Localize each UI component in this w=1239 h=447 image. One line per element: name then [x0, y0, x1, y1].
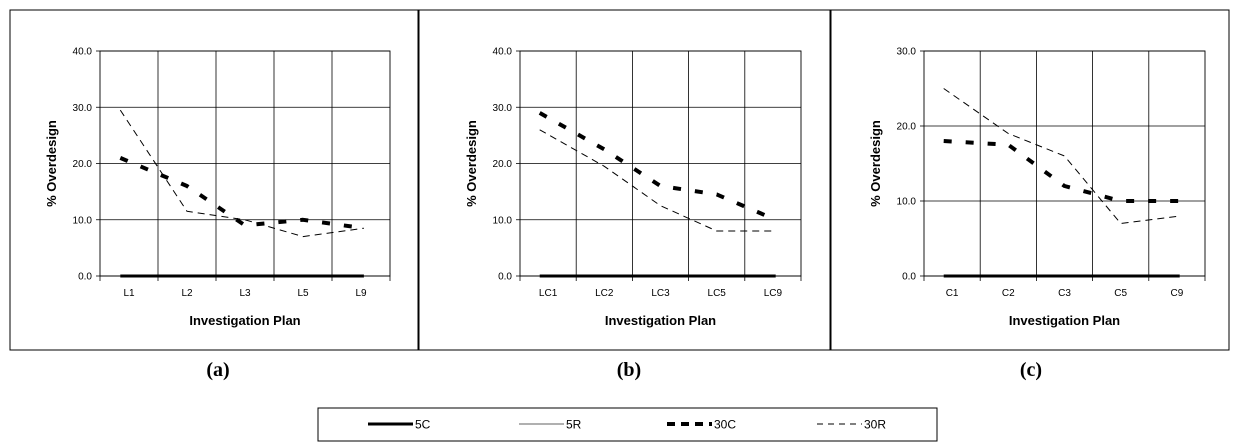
chart-panel-b: 0.0 10.0 20.0 30.0 40.0 LC1 LC2 LC3 LC5 LC9 Invest… — [418, 9, 831, 351]
legend-label-30c: 30C — [714, 418, 736, 432]
y-tick-label: 0.0 — [902, 272, 916, 283]
x-tick-label: L1 — [123, 288, 135, 299]
legend-label-30r: 30R — [864, 418, 886, 432]
panel-frame — [9, 9, 419, 351]
x-tick-label: L9 — [355, 288, 367, 299]
panel-frame — [830, 9, 1230, 351]
chart-panel-c: 0.0 10.0 20.0 30.0 C1 C2 C3 C5 C9 Investigation P… — [830, 9, 1230, 351]
x-tick-label: C3 — [1058, 288, 1071, 299]
x-axis-title: Investigation Plan — [189, 313, 300, 328]
series-line-30r — [943, 88, 1180, 224]
y-tick-label: 20.0 — [493, 159, 513, 170]
x-tick-label: LC3 — [651, 288, 670, 299]
series-line-30c — [538, 111, 777, 222]
series-line-30c — [943, 139, 1180, 203]
y-axis-title: % Overdesign — [44, 120, 59, 207]
x-tick-label: LC1 — [539, 288, 558, 299]
x-tick-label: LC9 — [764, 288, 783, 299]
y-tick-label: 30.0 — [73, 103, 93, 114]
x-tick-label: C2 — [1002, 288, 1015, 299]
y-tick-label: 20.0 — [897, 122, 917, 133]
panel-label: (a) — [206, 359, 229, 381]
series-line-30r — [119, 109, 364, 238]
series-line-30c — [119, 156, 365, 231]
y-tick-label: 40.0 — [73, 47, 93, 58]
y-axis-title: % Overdesign — [464, 120, 479, 207]
x-axis-title: Investigation Plan — [605, 313, 716, 328]
legend-label-5c: 5C — [415, 418, 431, 432]
panel-label: (c) — [1020, 359, 1042, 381]
y-tick-label: 10.0 — [73, 215, 93, 226]
y-tick-label: 40.0 — [493, 47, 513, 58]
x-tick-label: C5 — [1114, 288, 1127, 299]
x-tick-label: C1 — [946, 288, 959, 299]
x-tick-label: LC2 — [595, 288, 614, 299]
x-tick-label: LC5 — [708, 288, 727, 299]
y-tick-label: 10.0 — [493, 215, 513, 226]
plot-frame — [923, 50, 1206, 277]
y-tick-label: 20.0 — [73, 159, 93, 170]
y-tick-label: 0.0 — [78, 272, 92, 283]
legend: 5C 5R 30C 30R — [317, 407, 938, 442]
x-tick-label: L5 — [297, 288, 309, 299]
panel-frame — [418, 9, 831, 351]
x-tick-label: C9 — [1171, 288, 1184, 299]
y-tick-label: 0.0 — [498, 272, 512, 283]
chart-panel-a: 0.0 10.0 20.0 30.0 40.0 L1 L2 L3 L5 L9 Investigati… — [9, 9, 419, 351]
y-axis-title: % Overdesign — [868, 120, 883, 207]
x-tick-label: L3 — [239, 288, 251, 299]
legend-box — [317, 407, 938, 442]
series-line-30r — [539, 129, 776, 232]
panel-label: (b) — [617, 359, 641, 381]
x-tick-label: L2 — [181, 288, 193, 299]
legend-label-5r: 5R — [566, 418, 582, 432]
y-tick-label: 30.0 — [493, 103, 513, 114]
x-axis-title: Investigation Plan — [1009, 313, 1120, 328]
y-tick-label: 30.0 — [897, 47, 917, 58]
y-tick-label: 10.0 — [897, 197, 917, 208]
